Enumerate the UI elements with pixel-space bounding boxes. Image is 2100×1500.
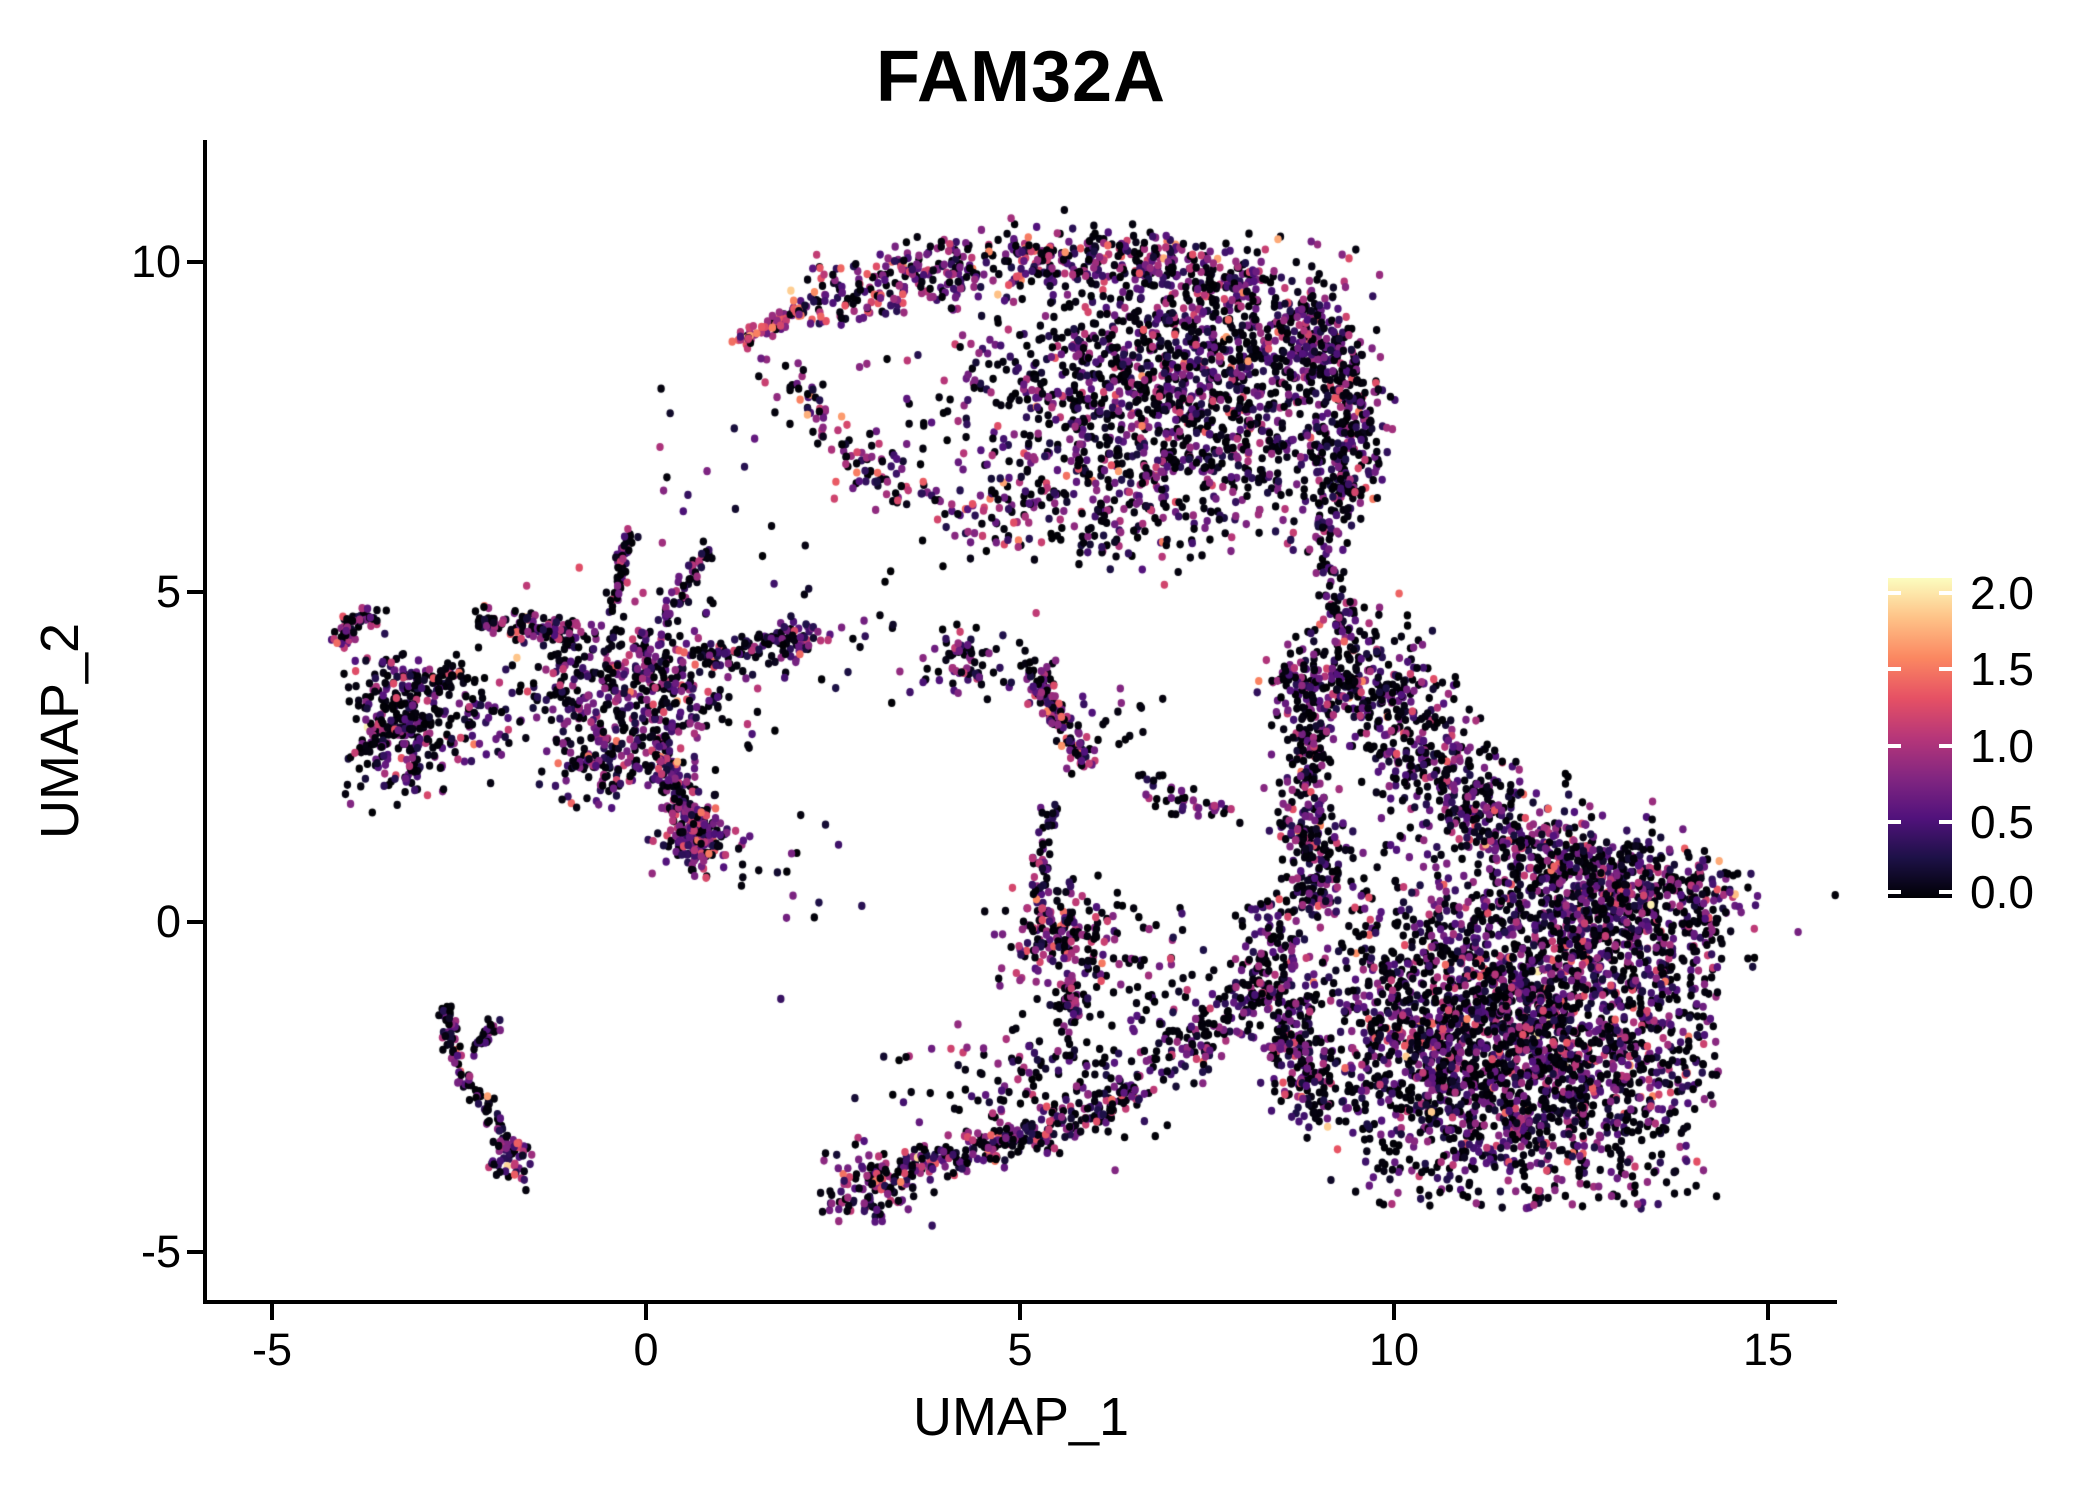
colorbar-tick-label: 1.5 xyxy=(1970,643,2034,696)
y-tick-mark xyxy=(187,920,203,924)
colorbar-tick-left xyxy=(1888,890,1901,894)
colorbar-tick-left xyxy=(1888,591,1901,596)
x-tick-mark xyxy=(1766,1304,1770,1320)
colorbar-tick-right xyxy=(1939,890,1952,894)
colorbar-tick-right xyxy=(1939,743,1952,748)
x-tick-mark xyxy=(1392,1304,1396,1320)
x-tick-label: 10 xyxy=(1368,1324,1420,1375)
chart-title: FAM32A xyxy=(875,37,1167,117)
x-tick-label: 15 xyxy=(1742,1324,1794,1375)
x-axis-title: UMAP_1 xyxy=(912,1387,1130,1447)
y-tick-mark xyxy=(187,260,203,264)
x-axis-line xyxy=(203,1300,1837,1304)
y-tick-label: 0 xyxy=(155,896,181,947)
colorbar-tick-label: 1.0 xyxy=(1970,719,2034,772)
colorbar-tick-right xyxy=(1939,591,1952,596)
colorbar-tick-left xyxy=(1888,667,1901,672)
y-tick-mark xyxy=(187,1250,203,1254)
y-tick-label: 5 xyxy=(155,566,181,617)
colorbar-legend xyxy=(1888,578,1952,898)
x-tick-mark xyxy=(270,1304,274,1320)
y-axis-line xyxy=(203,140,207,1304)
x-tick-label: 5 xyxy=(1007,1324,1033,1375)
x-tick-mark xyxy=(1018,1304,1022,1320)
y-tick-label: -5 xyxy=(140,1226,181,1277)
colorbar-tick-label: 0.5 xyxy=(1970,795,2034,848)
x-tick-label: -5 xyxy=(251,1324,292,1375)
colorbar-tick-label: 0.0 xyxy=(1970,866,2034,918)
x-tick-mark xyxy=(644,1304,648,1320)
y-tick-mark xyxy=(187,590,203,594)
colorbar-tick-right xyxy=(1939,819,1952,824)
colorbar-tick-left xyxy=(1888,819,1901,824)
colorbar-tick-label: 2.0 xyxy=(1970,567,2034,620)
colorbar-gradient xyxy=(1888,578,1952,898)
y-axis-title: UMAP_2 xyxy=(30,622,90,840)
colorbar-tick-right xyxy=(1939,667,1952,672)
y-tick-label: 10 xyxy=(130,236,181,287)
colorbar-tick-left xyxy=(1888,743,1901,748)
x-tick-label: 0 xyxy=(633,1324,659,1375)
